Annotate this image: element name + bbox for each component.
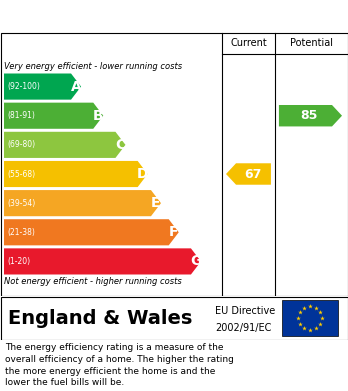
Polygon shape bbox=[4, 219, 179, 246]
Text: England & Wales: England & Wales bbox=[8, 308, 192, 328]
Polygon shape bbox=[4, 132, 125, 158]
Text: E: E bbox=[151, 196, 161, 210]
Bar bbox=[282, 300, 338, 336]
Text: Potential: Potential bbox=[290, 38, 333, 48]
Text: 85: 85 bbox=[300, 109, 317, 122]
Text: Current: Current bbox=[230, 38, 267, 48]
Polygon shape bbox=[226, 163, 271, 185]
Text: Very energy efficient - lower running costs: Very energy efficient - lower running co… bbox=[4, 62, 182, 71]
Text: (92-100): (92-100) bbox=[7, 82, 40, 91]
Polygon shape bbox=[4, 74, 81, 100]
Text: B: B bbox=[93, 109, 104, 123]
Text: A: A bbox=[71, 80, 81, 93]
Polygon shape bbox=[4, 103, 103, 129]
Polygon shape bbox=[279, 105, 342, 126]
Text: 2002/91/EC: 2002/91/EC bbox=[215, 323, 271, 333]
Text: (21-38): (21-38) bbox=[7, 228, 35, 237]
Polygon shape bbox=[4, 190, 161, 216]
Text: G: G bbox=[190, 255, 201, 269]
Text: (1-20): (1-20) bbox=[7, 257, 30, 266]
Text: Not energy efficient - higher running costs: Not energy efficient - higher running co… bbox=[4, 277, 182, 286]
Text: (39-54): (39-54) bbox=[7, 199, 35, 208]
Text: C: C bbox=[115, 138, 126, 152]
Text: F: F bbox=[169, 225, 179, 239]
Text: 67: 67 bbox=[244, 167, 261, 181]
Text: (55-68): (55-68) bbox=[7, 170, 35, 179]
Text: Energy Efficiency Rating: Energy Efficiency Rating bbox=[8, 9, 218, 23]
Polygon shape bbox=[4, 161, 148, 187]
Text: (69-80): (69-80) bbox=[7, 140, 35, 149]
Text: The energy efficiency rating is a measure of the
overall efficiency of a home. T: The energy efficiency rating is a measur… bbox=[5, 343, 234, 387]
Text: D: D bbox=[137, 167, 148, 181]
Polygon shape bbox=[4, 248, 201, 274]
Text: EU Directive: EU Directive bbox=[215, 307, 275, 316]
Text: (81-91): (81-91) bbox=[7, 111, 35, 120]
